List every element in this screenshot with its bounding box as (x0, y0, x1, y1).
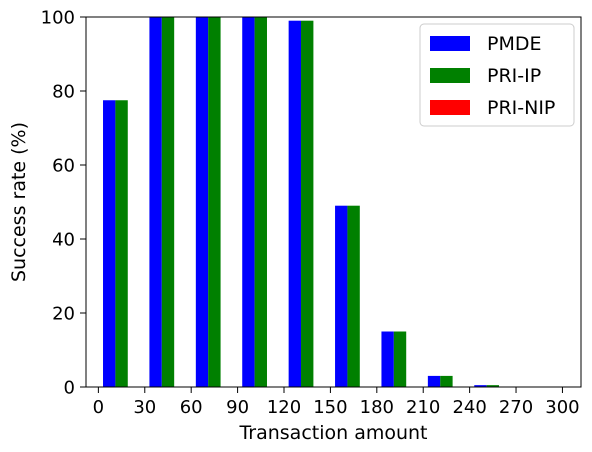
bar-pri-ip-7 (115, 100, 128, 387)
legend-label-pri-nip: PRI-NIP (487, 97, 555, 119)
bars-group (103, 17, 500, 387)
y-tick-label: 20 (52, 304, 75, 325)
y-tick-label: 0 (64, 378, 75, 399)
y-tick-label: 100 (41, 8, 75, 29)
y-tick-label: 80 (52, 82, 75, 103)
x-tick-label: 120 (267, 397, 301, 418)
bar-pri-ip-67 (208, 17, 221, 387)
legend-label-pri-ip: PRI-IP (487, 65, 541, 87)
x-tick-label: 300 (545, 397, 579, 418)
bar-pmde-217 (427, 375, 441, 387)
bar-pri-ip-217 (440, 375, 453, 387)
y-tick-label: 40 (52, 230, 75, 251)
legend-swatch-pri-ip (430, 68, 470, 83)
y-tick-label: 60 (52, 156, 75, 177)
legend-swatch-pri-nip (430, 100, 470, 115)
bar-pmde-97 (242, 17, 255, 387)
bar-pri-ip-157 (347, 205, 360, 387)
x-tick-label: 180 (360, 397, 394, 418)
x-tick-label: 150 (313, 397, 347, 418)
x-axis: 0 30 60 90 120 150 180 210 240 270 300 (93, 387, 580, 418)
x-tick-label: 60 (180, 397, 203, 418)
x-tick-label: 270 (499, 397, 533, 418)
x-tick-label: 90 (226, 397, 249, 418)
bar-pri-ip-97 (254, 17, 267, 387)
bar-pmde-7 (103, 100, 116, 387)
bar-pmde-67 (195, 17, 209, 387)
x-tick-label: 30 (133, 397, 156, 418)
plot-frame (85, 16, 582, 388)
bar-pri-ip-37 (161, 17, 175, 387)
x-tick-label: 210 (406, 397, 440, 418)
bar-pmde-247 (474, 385, 487, 387)
bar-pri-ip-127 (301, 20, 314, 387)
legend: PMDE PRI-IP PRI-NIP (419, 23, 575, 127)
bar-pmde-127 (288, 20, 302, 387)
legend-label-pmde: PMDE (487, 33, 542, 55)
bar-pri-ip-187 (393, 331, 407, 387)
x-tick-label: 240 (452, 397, 486, 418)
bar-pmde-187 (381, 331, 394, 387)
bar-pmde-157 (335, 205, 348, 387)
y-axis: 0 20 40 60 80 100 (41, 8, 86, 399)
bar-pri-ip-247 (486, 385, 500, 387)
bar-pmde-37 (149, 17, 162, 387)
x-axis-label: Transaction amount (238, 422, 427, 444)
x-tick-label: 0 (93, 397, 104, 418)
legend-swatch-pmde (430, 36, 470, 51)
y-axis-label: Success rate (%) (8, 122, 30, 282)
